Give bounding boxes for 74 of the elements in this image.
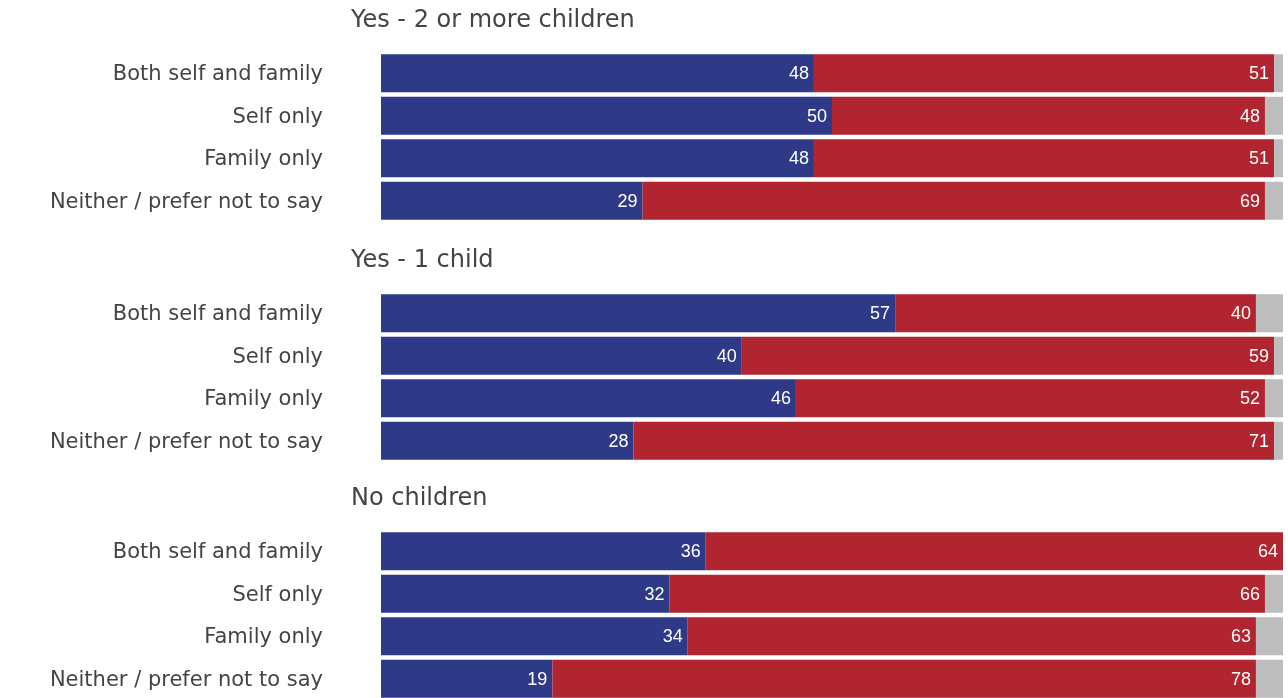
- y-tick-label: Neither / prefer not to say: [49, 188, 323, 213]
- bar: [1264, 96, 1283, 135]
- data-label: 51: [1248, 63, 1269, 84]
- bar: [1273, 336, 1283, 375]
- bar: [1273, 54, 1283, 93]
- bar: [381, 181, 643, 220]
- data-label: 32: [644, 583, 665, 604]
- y-tick-label: Both self and family: [112, 539, 323, 564]
- y-tick-label: Neither / prefer not to say: [49, 666, 323, 691]
- bar: [381, 379, 796, 418]
- data-label: 40: [1230, 303, 1251, 324]
- bar: [1273, 139, 1283, 178]
- bar: [813, 139, 1274, 178]
- bar: [832, 96, 1265, 135]
- data-label: 64: [1257, 541, 1278, 562]
- data-label: 28: [608, 430, 629, 451]
- data-label: 51: [1248, 148, 1269, 169]
- y-tick-label: Self only: [232, 103, 323, 128]
- bar: [381, 421, 634, 460]
- data-label: 36: [680, 541, 701, 562]
- bar: [1255, 617, 1283, 656]
- bar: [1264, 181, 1283, 220]
- data-label: 29: [617, 190, 638, 211]
- y-tick-label: Both self and family: [112, 301, 323, 326]
- bar: [705, 532, 1283, 571]
- bar: [813, 54, 1274, 93]
- data-label: 63: [1230, 626, 1251, 647]
- y-tick-label: Family only: [204, 386, 323, 411]
- chart-title: Yes - 2 or more children: [350, 5, 635, 33]
- bar: [642, 181, 1265, 220]
- bar: [381, 96, 832, 135]
- bar: [1264, 574, 1283, 613]
- y-tick-label: Family only: [204, 624, 323, 649]
- y-tick-label: Self only: [232, 581, 323, 606]
- bar: [669, 574, 1265, 613]
- y-tick-label: Neither / prefer not to say: [49, 428, 323, 453]
- data-label: 19: [527, 668, 548, 689]
- bar: [795, 379, 1265, 418]
- data-label: 34: [662, 626, 683, 647]
- data-label: 59: [1248, 345, 1269, 366]
- bar: [1255, 294, 1283, 333]
- bar: [381, 659, 553, 698]
- bar: [633, 421, 1274, 460]
- data-label: 48: [788, 148, 809, 169]
- bar: [1255, 659, 1283, 698]
- data-label: 48: [788, 63, 809, 84]
- bar: [381, 294, 896, 333]
- bar: [381, 617, 688, 656]
- bar: [552, 659, 1256, 698]
- data-label: 48: [1239, 105, 1260, 126]
- bar: [381, 532, 706, 571]
- data-label: 46: [770, 388, 791, 409]
- y-tick-label: Self only: [232, 343, 323, 368]
- y-tick-label: Family only: [204, 146, 323, 171]
- data-label: 71: [1248, 430, 1269, 451]
- bar: [381, 139, 814, 178]
- bar: [687, 617, 1256, 656]
- data-label: 57: [870, 303, 891, 324]
- data-label: 52: [1239, 388, 1260, 409]
- bar: [1264, 379, 1283, 418]
- bar: [381, 336, 742, 375]
- bar: [381, 574, 670, 613]
- data-label: 78: [1230, 668, 1251, 689]
- data-label: 66: [1239, 583, 1260, 604]
- data-label: 40: [716, 345, 737, 366]
- data-label: 50: [806, 105, 827, 126]
- data-label: 69: [1239, 190, 1260, 211]
- chart-title: No children: [351, 483, 488, 511]
- bar: [741, 336, 1274, 375]
- bar: [895, 294, 1256, 333]
- bar: [1273, 421, 1283, 460]
- bar: [381, 54, 814, 93]
- chart-title: Yes - 1 child: [350, 245, 494, 273]
- y-tick-label: Both self and family: [112, 61, 323, 86]
